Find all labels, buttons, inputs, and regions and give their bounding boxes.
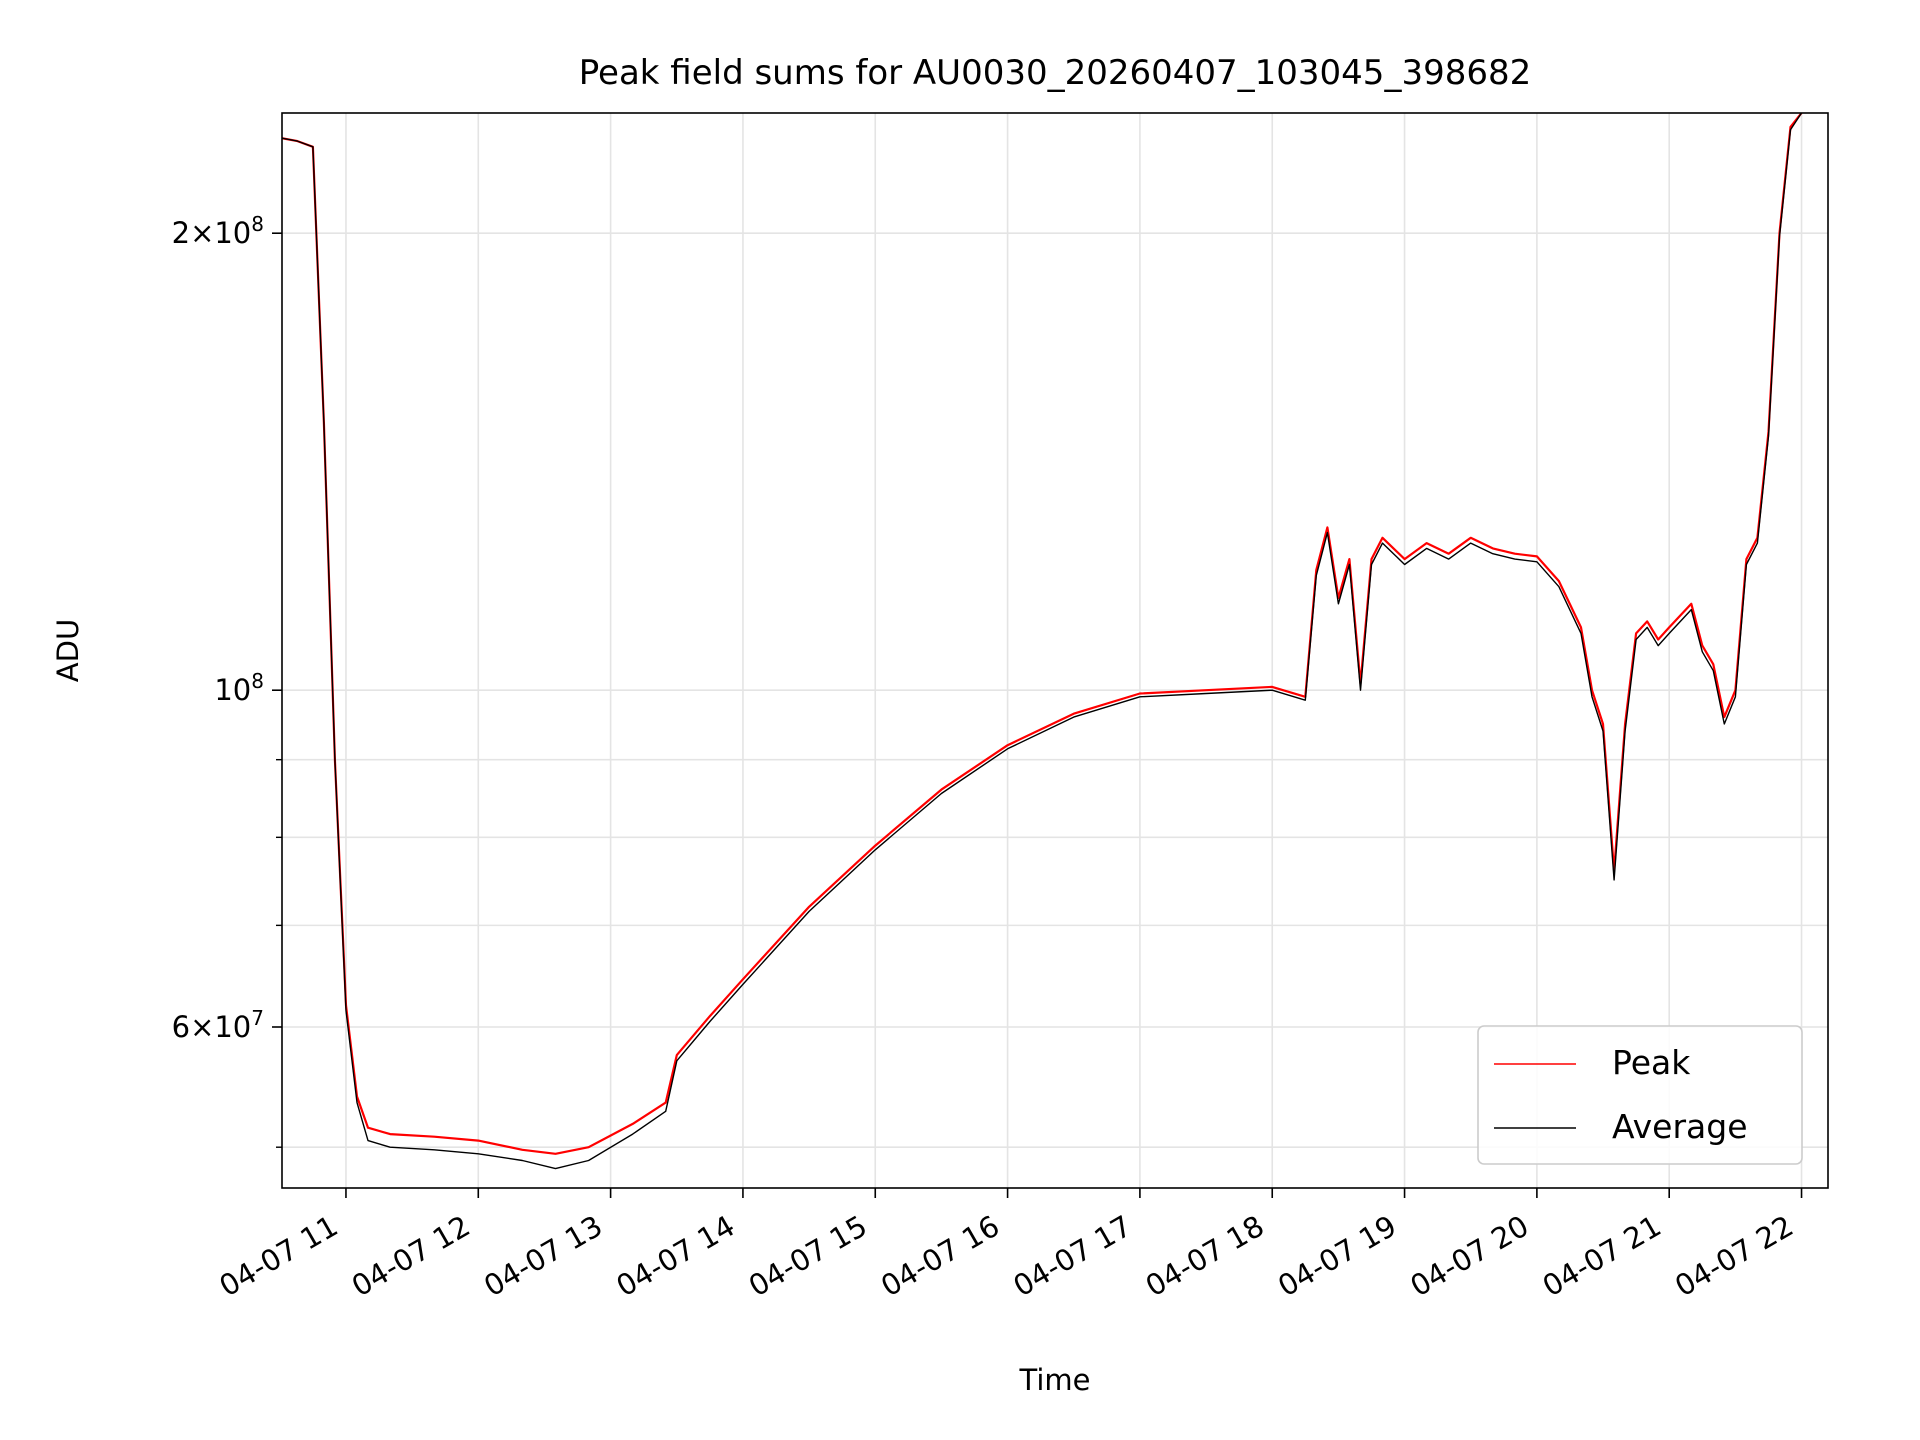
y-tick-base: 10 bbox=[214, 673, 251, 707]
chart-title: Peak field sums for AU0030_20260407_1030… bbox=[579, 53, 1531, 93]
y-tick-label: 108 bbox=[214, 669, 264, 707]
series-line-average bbox=[282, 113, 1803, 1170]
x-axis-label: Time bbox=[1019, 1363, 1091, 1397]
legend-label-peak: Peak bbox=[1612, 1043, 1691, 1082]
legend: Peak Average bbox=[1477, 1025, 1803, 1165]
legend-box bbox=[1477, 1025, 1803, 1165]
legend-label-average: Average bbox=[1612, 1107, 1748, 1146]
grid bbox=[282, 113, 1828, 1188]
y-tick-mantissa: 2 bbox=[172, 216, 190, 250]
series-layer bbox=[282, 113, 1803, 1170]
y-tick-exponent: 8 bbox=[251, 212, 264, 236]
y-tick-label: 6×107 bbox=[172, 1006, 264, 1044]
plot-frame bbox=[281, 112, 1829, 1189]
y-tick-exponent: 8 bbox=[251, 669, 264, 693]
y-axis-label: ADU bbox=[51, 619, 85, 682]
y-tick-exponent: 7 bbox=[251, 1006, 264, 1030]
y-tick-times: ×10 bbox=[190, 1010, 251, 1044]
y-tick-mantissa: 6 bbox=[172, 1010, 190, 1044]
y-tick-times: ×10 bbox=[190, 216, 251, 250]
y-tick-label: 2×108 bbox=[172, 212, 264, 250]
